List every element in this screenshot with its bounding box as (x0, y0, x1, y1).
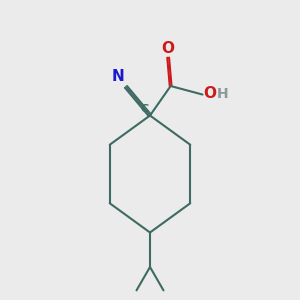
Text: H: H (216, 87, 228, 101)
Text: C: C (140, 104, 148, 114)
Text: N: N (112, 69, 124, 84)
Text: O: O (203, 86, 216, 101)
Text: O: O (162, 41, 175, 56)
